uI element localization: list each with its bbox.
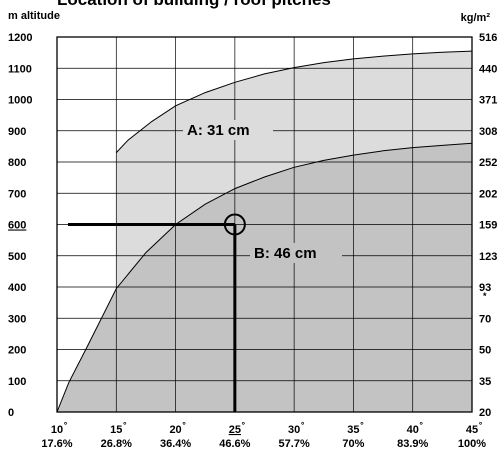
x-tick-percent-7: 83.9%	[397, 438, 428, 450]
x-tick-percent-1: 17.6%	[41, 438, 72, 450]
y-tick-label-12: 1100	[8, 63, 32, 75]
right-tick-label-12: 440	[479, 63, 497, 75]
y-tick-label-7: 600	[8, 220, 26, 232]
x-tick-percent-5: 57.7%	[279, 438, 310, 450]
x-tick-degree-1: 10	[51, 424, 63, 436]
chart-title: Location of building / roof pitches	[57, 0, 331, 9]
right-tick-label-6: 123	[479, 251, 497, 263]
x-tick-degree-symbol-1: °	[64, 420, 68, 430]
x-tick-degree-symbol-2: °	[123, 420, 127, 430]
right-axis-label: kg/m²	[461, 12, 491, 24]
x-tick-percent-2: 26.8%	[101, 438, 132, 450]
x-tick-degree-6: 35	[347, 424, 359, 436]
right-tick-label-13: 516	[479, 32, 497, 44]
y-tick-label-8: 700	[8, 188, 26, 200]
y-tick-label-5: 400	[8, 282, 26, 294]
series-line-1	[115, 50, 473, 153]
series-label-1: A: 31 cm	[187, 122, 250, 139]
right-tick-label-9: 252	[479, 157, 497, 169]
series-label-bg-1	[183, 120, 273, 140]
x-tick-degree-8: 45	[466, 424, 478, 436]
right-tick-label-7: 159	[479, 220, 497, 232]
y-tick-label-2: 100	[8, 376, 26, 388]
right-tick-label-1: 20	[479, 407, 491, 419]
right-tick-label-4: 70	[479, 313, 491, 325]
reading-point	[223, 213, 246, 236]
right-tick-label-3: 50	[479, 345, 491, 357]
plot-border	[56, 36, 473, 413]
x-tick-degree-symbol-3: °	[182, 420, 186, 430]
x-tick-degree-symbol-6: °	[360, 420, 364, 430]
right-tick-label-10: 308	[479, 126, 497, 138]
series-label-bg-2	[250, 243, 342, 263]
series-area-2	[57, 143, 472, 413]
x-tick-percent-3: 36.4%	[160, 438, 191, 450]
y-tick-label-1: 0	[8, 407, 14, 419]
series-label-2: B: 46 cm	[254, 245, 317, 262]
x-tick-degree-2: 15	[110, 424, 122, 436]
tick-labels: 0 100 200 300 400 500 600 700 800 900 1000 1100 1200…	[8, 32, 497, 450]
x-tick-degree-4: 25	[229, 424, 241, 436]
x-tick-degree-3: 20	[169, 424, 181, 436]
y-tick-label-6: 500	[8, 251, 26, 263]
x-tick-degree-symbol-4: °	[242, 420, 246, 430]
plot-frame	[56, 36, 473, 413]
series-line-2	[56, 142, 473, 413]
series-areas	[57, 51, 473, 413]
right-tick-label-8: 202	[479, 188, 497, 200]
x-tick-degree-5: 30	[288, 424, 300, 436]
y-tick-label-13: 1200	[8, 32, 32, 44]
y-tick-label-3: 200	[8, 345, 26, 357]
x-tick-degree-symbol-7: °	[419, 420, 423, 430]
right-tick-label-2: 35	[479, 376, 491, 388]
y-tick-label-11: 1000	[8, 95, 32, 107]
right-tick-label-11: 371	[479, 95, 497, 107]
y-tick-label-4: 300	[8, 313, 26, 325]
y-tick-label-9: 800	[8, 157, 26, 169]
left-axis-label: m altitude	[8, 10, 60, 22]
x-tick-percent-4: 46.6%	[219, 438, 250, 450]
y-tick-label-10: 900	[8, 126, 26, 138]
x-tick-degree-symbol-5: °	[301, 420, 305, 430]
x-tick-degree-symbol-8: °	[479, 420, 483, 430]
right-tick-asterisk-5: *	[483, 291, 487, 301]
series-annotations: A: 31 cm B: 46 cm	[183, 120, 342, 263]
series-curves	[56, 50, 473, 413]
x-tick-degree-7: 40	[407, 424, 419, 436]
x-tick-percent-8: 100%	[458, 438, 486, 450]
right-tick-label-5: 93	[479, 282, 491, 294]
x-tick-percent-6: 70%	[342, 438, 364, 450]
reading-lines	[68, 213, 246, 412]
